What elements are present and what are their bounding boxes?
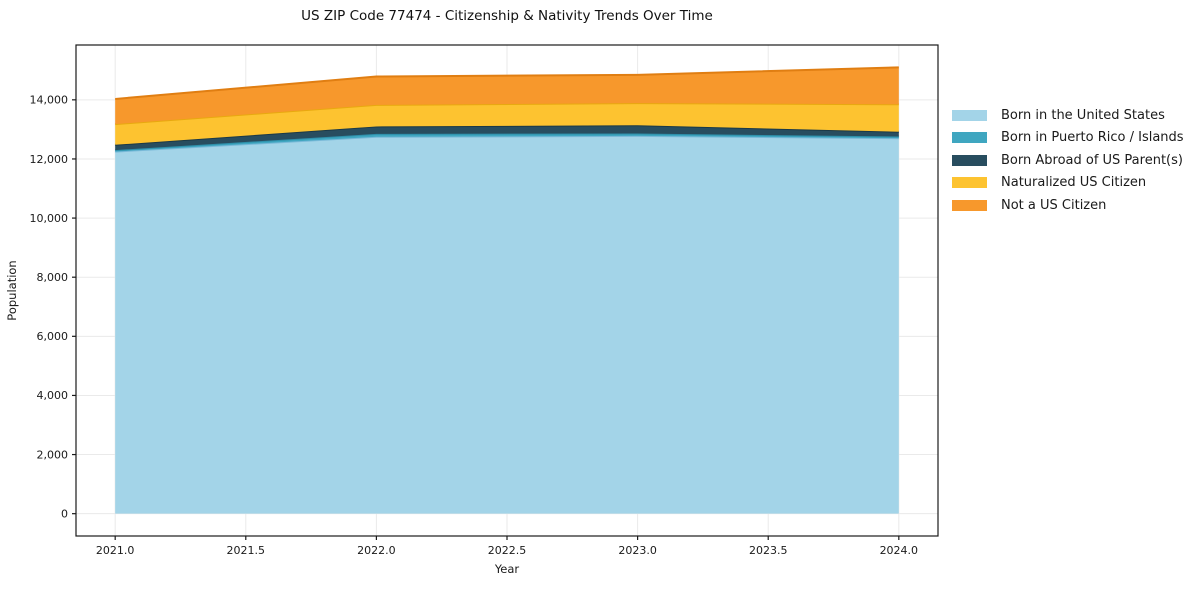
y-tick-label: 4,000	[37, 389, 69, 402]
y-tick-label: 14,000	[30, 94, 69, 107]
x-axis-label: Year	[494, 562, 520, 576]
area-born-in-the-united-states	[115, 135, 899, 514]
x-tick-label: 2021.5	[227, 544, 266, 557]
legend-item-born-puerto-rico: Born in Puerto Rico / Islands	[952, 127, 1184, 150]
legend-swatch	[952, 177, 987, 189]
area-edge-not-a-us-citizen	[115, 66, 899, 100]
legend-swatch	[952, 154, 987, 166]
legend-swatch	[952, 109, 987, 121]
chart-title: US ZIP Code 77474 - Citizenship & Nativi…	[301, 8, 713, 24]
y-tick-label: 0	[61, 507, 68, 520]
x-tick-label: 2023.5	[749, 544, 788, 557]
legend-item-born-abroad: Born Abroad of US Parent(s)	[952, 149, 1184, 172]
x-tick-label: 2021.0	[96, 544, 135, 557]
y-tick-label: 8,000	[37, 271, 69, 284]
legend: Born in the United States Born in Puerto…	[952, 104, 1184, 217]
x-tick-label: 2023.0	[618, 544, 657, 557]
area-not-a-us-citizen	[115, 67, 899, 125]
legend-swatch	[952, 199, 987, 211]
legend-label: Born Abroad of US Parent(s)	[1001, 152, 1183, 168]
y-axis-label: Population	[5, 260, 19, 320]
legend-label: Naturalized US Citizen	[1001, 175, 1147, 191]
y-tick-label: 12,000	[30, 153, 69, 166]
legend-item-naturalized: Naturalized US Citizen	[952, 172, 1184, 195]
legend-label: Not a US Citizen	[1001, 197, 1107, 213]
y-tick-label: 2,000	[37, 448, 69, 461]
y-tick-label: 10,000	[30, 212, 69, 225]
x-tick-label: 2022.5	[488, 544, 527, 557]
x-tick-label: 2024.0	[880, 544, 919, 557]
legend-label: Born in Puerto Rico / Islands	[1001, 130, 1184, 146]
area-naturalized-us-citizen	[115, 103, 899, 145]
y-tick-label: 6,000	[37, 330, 69, 343]
x-tick-label: 2022.0	[357, 544, 396, 557]
legend-swatch	[952, 132, 987, 144]
legend-item-born-in-us: Born in the United States	[952, 104, 1184, 127]
legend-label: Born in the United States	[1001, 107, 1165, 123]
legend-item-not-citizen: Not a US Citizen	[952, 194, 1184, 217]
